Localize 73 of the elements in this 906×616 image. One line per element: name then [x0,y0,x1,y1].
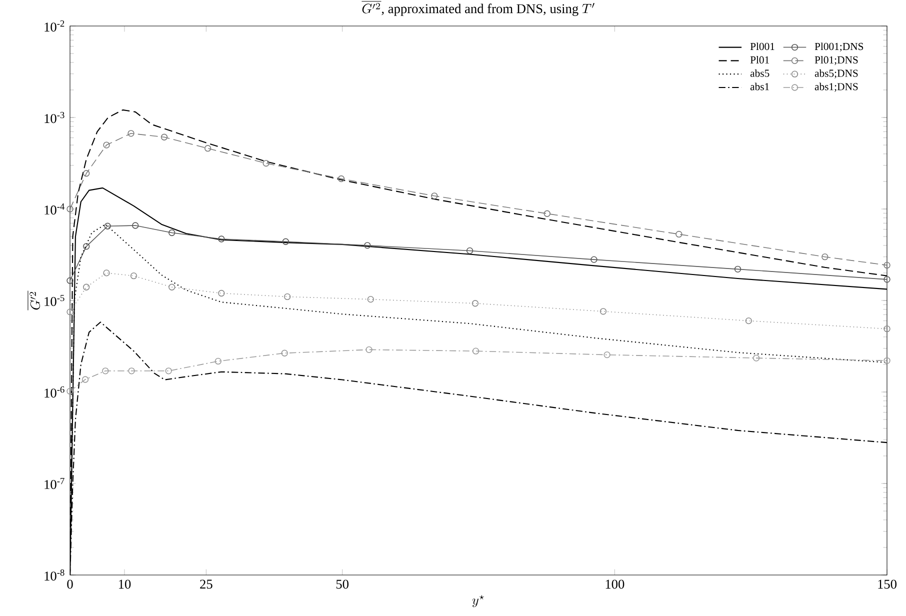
y-tick-label: 10$^{-5}$ [44,294,64,306]
point [104,222,111,230]
point [884,262,890,269]
point [160,134,168,140]
point [734,266,742,272]
x-tick-label: 150 [878,580,897,589]
legend-label: abs5;DNS [814,69,858,78]
point [165,368,172,374]
point [472,348,480,354]
point [102,368,109,374]
point [66,277,74,284]
legend-label: Pl01;DNS [814,56,858,66]
point [218,290,225,297]
point [130,272,138,280]
point [822,254,828,260]
point [281,350,288,356]
point [83,243,90,250]
y-tick-label: 10$^{-8}$ [44,569,64,581]
y-axis-title: $\overline{G'^2}$ [28,290,40,310]
y-tick-label: 10$^{-2}$ [44,20,64,32]
point [676,230,682,238]
point [604,351,610,358]
point [752,354,760,362]
point [262,160,270,167]
point [338,175,345,182]
legend-label: Pl001 [750,42,774,50]
x-axis-title: $y^\star$ [472,594,484,608]
y-tick-label: 10$^{-4}$ [44,203,64,215]
point [204,145,212,152]
x-tick-label: 0 [67,580,73,589]
point [132,222,139,229]
x-tick-label: 10 [118,580,131,589]
legend-label: Pl01 [750,56,769,64]
y-tick-label: 10$^{-6}$ [44,386,64,398]
point [590,256,598,263]
chart-title: $\overline{G'^2}\mbox{, approximated and from DNS, using }T'$ [362,1,594,16]
point [214,358,222,365]
y-tick-label: 10$^{-7}$ [44,478,64,490]
x-tick-label: 100 [606,580,624,589]
point [884,276,890,283]
point [103,142,110,148]
point [82,376,89,383]
point [364,242,371,249]
point [284,293,291,300]
point [168,284,176,290]
point [600,308,607,315]
legend-label: abs1 [750,82,769,90]
point [218,236,225,242]
point [128,130,134,137]
point [884,357,890,364]
point [431,192,438,200]
point [66,206,74,212]
point [366,346,372,354]
point [745,317,752,324]
point [83,284,90,290]
point [66,388,74,395]
point [544,210,550,217]
point [367,296,374,303]
point [103,270,110,276]
x-tick-label: 50 [336,580,349,589]
point [466,247,474,254]
legend-label: Pl001;DNS [814,42,864,52]
point [884,326,890,332]
point [128,368,135,374]
point [83,170,90,177]
legend-label: abs1;DNS [814,82,858,92]
point [472,300,479,307]
point [66,308,74,316]
x-tick-label: 25 [200,580,212,589]
y-tick-label: 10$^{-3}$ [44,112,64,124]
legend-label: abs5 [750,69,770,77]
point [282,238,290,245]
point [168,229,176,236]
